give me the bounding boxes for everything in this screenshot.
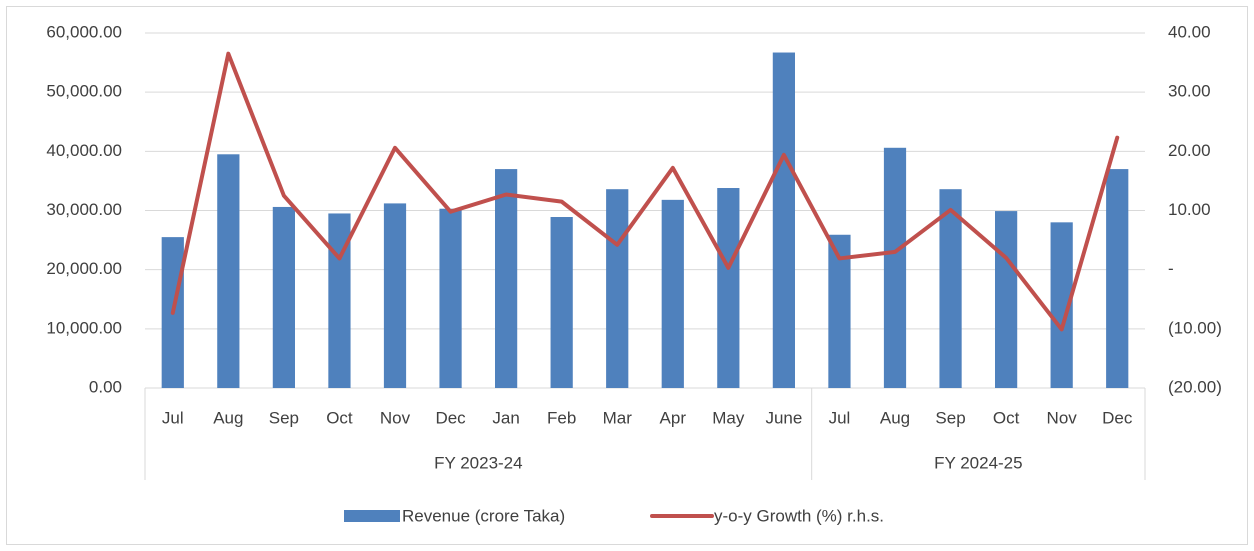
y2-tick-label: 40.00 bbox=[1168, 22, 1211, 41]
x-tick-label: Jan bbox=[492, 408, 519, 427]
x-tick-label: Jul bbox=[829, 408, 851, 427]
x-tick-label: Dec bbox=[435, 408, 466, 427]
x-tick-label: Oct bbox=[993, 408, 1020, 427]
x-tick-label: Apr bbox=[660, 408, 687, 427]
x-tick-label: Sep bbox=[269, 408, 299, 427]
line-series bbox=[170, 51, 1120, 332]
bar bbox=[272, 206, 295, 388]
x-group-label: FY 2023-24 bbox=[434, 453, 523, 472]
bar bbox=[1050, 222, 1073, 388]
bar bbox=[939, 189, 962, 388]
legend-swatch bbox=[344, 510, 400, 522]
y-tick-label: 10,000.00 bbox=[46, 318, 122, 337]
legend-label: y-o-y Growth (%) r.h.s. bbox=[714, 506, 884, 525]
y2-tick-label: (10.00) bbox=[1168, 318, 1222, 337]
bar bbox=[883, 147, 907, 388]
x-tick-label: Mar bbox=[603, 408, 633, 427]
x-tick-label: Oct bbox=[326, 408, 353, 427]
y2-tick-label: - bbox=[1168, 259, 1174, 278]
x-tick-label: Aug bbox=[213, 408, 243, 427]
bar bbox=[717, 188, 740, 388]
y-tick-label: 20,000.00 bbox=[46, 259, 122, 278]
y-tick-label: 60,000.00 bbox=[46, 22, 122, 41]
x-tick-label: Nov bbox=[380, 408, 411, 427]
y2-tick-label: 10.00 bbox=[1168, 200, 1211, 219]
x-tick-label: Jul bbox=[162, 408, 184, 427]
x-tick-label: June bbox=[765, 408, 802, 427]
bar bbox=[606, 189, 629, 388]
bar bbox=[328, 213, 351, 388]
x-tick-label: Nov bbox=[1047, 408, 1078, 427]
x-tick-label: Sep bbox=[935, 408, 965, 427]
bar bbox=[661, 199, 684, 388]
bar bbox=[495, 169, 518, 388]
legend-label: Revenue (crore Taka) bbox=[402, 506, 565, 525]
bar bbox=[995, 211, 1018, 388]
y-tick-label: 0.00 bbox=[89, 377, 122, 396]
y2-tick-label: (20.00) bbox=[1168, 377, 1222, 396]
x-tick-label: Aug bbox=[880, 408, 910, 427]
bar bbox=[383, 203, 407, 388]
bar bbox=[828, 234, 851, 388]
bar bbox=[1106, 169, 1129, 388]
x-group-label: FY 2024-25 bbox=[934, 453, 1023, 472]
y-tick-label: 40,000.00 bbox=[46, 141, 122, 160]
y2-tick-label: 30.00 bbox=[1168, 82, 1211, 101]
bar bbox=[217, 154, 240, 388]
bar bbox=[772, 52, 795, 389]
y2-tick-label: 20.00 bbox=[1168, 141, 1211, 160]
x-tick-label: Dec bbox=[1102, 408, 1133, 427]
bar bbox=[550, 217, 573, 388]
y-tick-label: 50,000.00 bbox=[46, 82, 122, 101]
y-tick-label: 30,000.00 bbox=[46, 200, 122, 219]
x-tick-label: Feb bbox=[547, 408, 576, 427]
x-tick-label: May bbox=[712, 408, 745, 427]
bar bbox=[439, 208, 462, 388]
